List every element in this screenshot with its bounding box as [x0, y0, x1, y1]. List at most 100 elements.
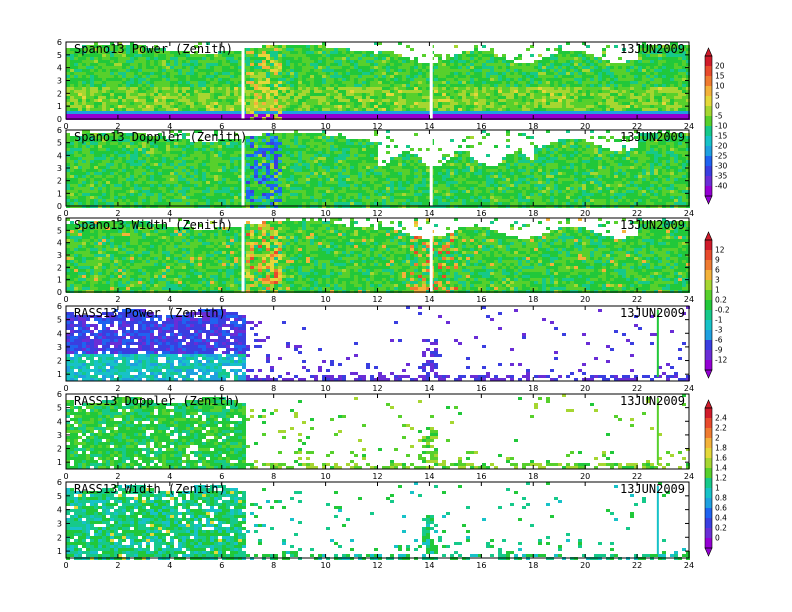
- heatmap-cell: [66, 90, 70, 93]
- heatmap-cell: [354, 96, 358, 99]
- heatmap-cell: [234, 63, 238, 66]
- heatmap-cell: [454, 63, 458, 66]
- heatmap-cell: [190, 172, 194, 175]
- heatmap-cell: [606, 108, 610, 111]
- heatmap-cell: [610, 111, 614, 114]
- heatmap-cell: [386, 54, 390, 57]
- heatmap-cell: [94, 84, 98, 87]
- heatmap-cell: [510, 105, 514, 108]
- heatmap-cell: [522, 108, 526, 111]
- heatmap-cell: [642, 78, 646, 81]
- heatmap-cell: [190, 184, 194, 187]
- heatmap-cell: [70, 66, 74, 69]
- heatmap-cell: [290, 69, 294, 72]
- heatmap-cell: [418, 96, 422, 99]
- heatmap-cell: [274, 111, 278, 114]
- heatmap-cell: [486, 111, 490, 114]
- heatmap-cell: [102, 199, 106, 202]
- heatmap-cell: [106, 111, 110, 114]
- heatmap-cell: [182, 54, 186, 57]
- heatmap-cell: [534, 84, 538, 87]
- heatmap-cell: [682, 63, 686, 66]
- heatmap-cell: [170, 199, 174, 202]
- x-tick-label: 4: [167, 122, 172, 131]
- heatmap-cell: [210, 81, 214, 84]
- heatmap-cell: [286, 114, 290, 117]
- heatmap-cell: [186, 145, 190, 148]
- heatmap-cell: [682, 51, 686, 54]
- heatmap-cell: [586, 96, 590, 99]
- heatmap-cell: [566, 96, 570, 99]
- heatmap-cell: [146, 160, 150, 163]
- heatmap-cell: [618, 114, 622, 117]
- heatmap-cell: [374, 102, 378, 105]
- heatmap-cell: [322, 60, 326, 63]
- heatmap-cell: [398, 84, 402, 87]
- heatmap-cell: [202, 90, 206, 93]
- heatmap-cell: [674, 90, 678, 93]
- heatmap-cell: [626, 111, 630, 114]
- heatmap-cell: [642, 66, 646, 69]
- heatmap-cell: [166, 160, 170, 163]
- heatmap-cell: [86, 60, 90, 63]
- heatmap-cell: [490, 72, 494, 75]
- heatmap-cell: [194, 190, 198, 193]
- heatmap-cell: [494, 78, 498, 81]
- heatmap-cell: [522, 84, 526, 87]
- heatmap-cell: [90, 139, 94, 142]
- heatmap-cell: [246, 136, 250, 139]
- heatmap-cell: [258, 108, 262, 111]
- heatmap-cell: [418, 66, 422, 69]
- heatmap-cell: [438, 114, 442, 117]
- heatmap-cell: [86, 66, 90, 69]
- heatmap-cell: [370, 108, 374, 111]
- heatmap-cell: [198, 175, 202, 178]
- heatmap-cell: [274, 154, 278, 157]
- heatmap-cell: [182, 169, 186, 172]
- heatmap-cell: [206, 190, 210, 193]
- heatmap-cell: [618, 111, 622, 114]
- heatmap-cell: [142, 196, 146, 199]
- heatmap-cell: [326, 78, 330, 81]
- heatmap-cell: [142, 169, 146, 172]
- heatmap-cell: [162, 178, 166, 181]
- heatmap-cell: [198, 190, 202, 193]
- heatmap-cell: [258, 187, 262, 190]
- heatmap-cell: [258, 178, 262, 181]
- heatmap-cell: [218, 105, 222, 108]
- heatmap-cell: [526, 93, 530, 96]
- heatmap-cell: [282, 136, 286, 139]
- heatmap-cell: [66, 108, 70, 111]
- heatmap-cell: [250, 105, 254, 108]
- heatmap-cell: [186, 60, 190, 63]
- heatmap-cell: [234, 75, 238, 78]
- heatmap-cell: [502, 84, 506, 87]
- heatmap-cell: [98, 69, 102, 72]
- heatmap-cell: [470, 111, 474, 114]
- heatmap-cell: [82, 69, 86, 72]
- heatmap-cell: [614, 87, 618, 90]
- heatmap-cell: [426, 87, 430, 90]
- heatmap-cell: [282, 72, 286, 75]
- heatmap-cell: [262, 102, 266, 105]
- heatmap-cell: [226, 51, 230, 54]
- heatmap-cell: [278, 78, 282, 81]
- heatmap-cell: [134, 111, 138, 114]
- heatmap-cell: [462, 78, 466, 81]
- heatmap-cell: [154, 45, 158, 48]
- heatmap-cell: [646, 75, 650, 78]
- heatmap-cell: [202, 169, 206, 172]
- heatmap-cell: [198, 60, 202, 63]
- heatmap-cell: [322, 66, 326, 69]
- heatmap-cell: [214, 78, 218, 81]
- heatmap-cell: [146, 51, 150, 54]
- heatmap-cell: [126, 163, 130, 166]
- heatmap-cell: [170, 105, 174, 108]
- heatmap-cell: [306, 87, 310, 90]
- heatmap-cell: [190, 187, 194, 190]
- heatmap-cell: [274, 190, 278, 193]
- heatmap-cell: [370, 81, 374, 84]
- heatmap-cell: [502, 105, 506, 108]
- heatmap-cell: [70, 78, 74, 81]
- heatmap-cell: [202, 178, 206, 181]
